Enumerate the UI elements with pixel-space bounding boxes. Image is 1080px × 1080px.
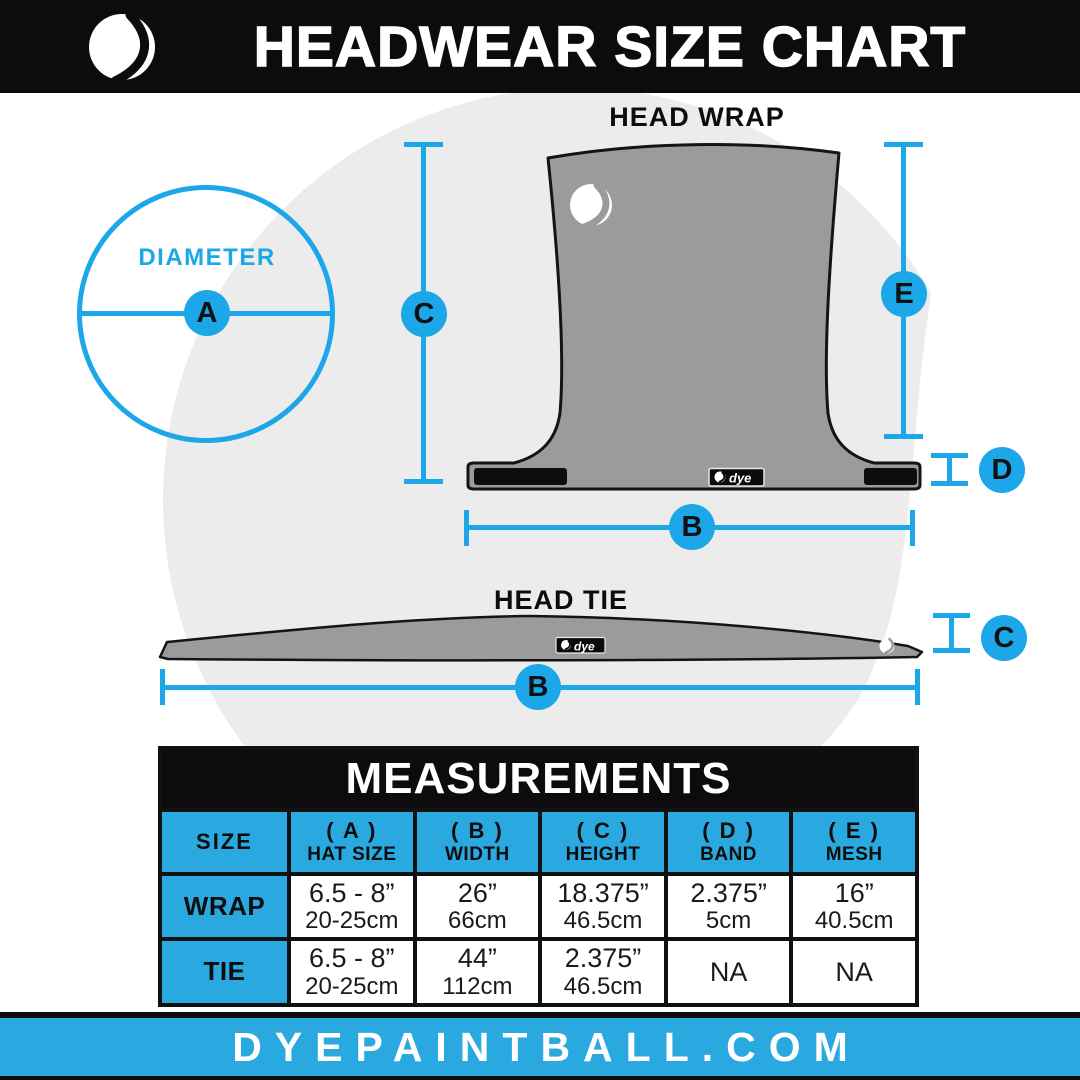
badge-c-wrap: C	[401, 291, 447, 337]
tie-c-line	[949, 616, 954, 650]
badge-b-wrap: B	[669, 504, 715, 550]
dye-wordmark-tie-patch: dye	[574, 640, 595, 654]
row-label-tie: TIE	[162, 941, 287, 1003]
wrap-height-cell: 18.375” 46.5cm	[542, 876, 664, 937]
tie-mesh-cell: NA	[793, 941, 915, 1003]
diameter-circle	[77, 185, 335, 443]
wrap-b-cap-right	[910, 510, 915, 546]
dye-wordmark-tie-end: dye	[80, 640, 107, 656]
diameter-label: DIAMETER	[138, 244, 276, 271]
badge-c-tie: C	[981, 615, 1027, 661]
wrap-mesh-cell: 16” 40.5cm	[793, 876, 915, 937]
badge-a: A	[184, 290, 230, 336]
header-bar: HEADWEAR SIZE CHART	[0, 0, 1080, 93]
head-wrap-illustration: dye	[466, 143, 922, 491]
wrap-hat-size-cell: 6.5 - 8” 20-25cm	[291, 876, 413, 937]
footer-link[interactable]: DYEPAINTBALL.COM	[232, 1023, 861, 1070]
row-label-wrap: WRAP	[162, 876, 287, 937]
dye-wordmark: dye	[729, 471, 751, 486]
velcro-strip-left	[474, 468, 567, 485]
tie-b-cap-right	[915, 669, 920, 705]
column-header-b-width: ( B ) WIDTH	[416, 812, 539, 872]
head-tie-illustration: dye dye	[80, 614, 924, 662]
column-header-size: SIZE	[162, 812, 287, 872]
dye-patch-tie: dye	[555, 636, 606, 654]
tie-width-cell: 44” 112cm	[416, 941, 539, 1003]
footer-blue-bar: DYEPAINTBALL.COM	[0, 1018, 1080, 1076]
footer-bar: DYEPAINTBALL.COM	[0, 1012, 1080, 1080]
wrap-b-cap-left	[464, 510, 469, 546]
tie-hat-size-cell: 6.5 - 8” 20-25cm	[291, 941, 413, 1003]
measurements-table: MEASUREMENTS SIZE ( A ) HAT SIZE ( B ) W…	[158, 746, 919, 1007]
tie-b-cap-left	[160, 669, 165, 705]
wrap-width-cell: 26” 66cm	[416, 876, 539, 937]
column-header-e-mesh: ( E ) MESH	[793, 812, 915, 872]
wrap-band-cell: 2.375” 5cm	[667, 876, 790, 937]
wrap-d-cap-top	[931, 453, 968, 458]
wrap-e-cap-bottom	[884, 434, 923, 439]
column-header-d-band: ( D ) BAND	[667, 812, 790, 872]
column-header-a-hat-size: ( A ) HAT SIZE	[291, 812, 413, 872]
wrap-d-line	[947, 456, 952, 482]
velcro-strip-right	[864, 468, 917, 485]
tie-height-cell: 2.375” 46.5cm	[542, 941, 664, 1003]
tie-c-cap-top	[933, 613, 970, 618]
tie-band-cell: NA	[667, 941, 790, 1003]
wrap-d-cap-bottom	[931, 481, 968, 486]
badge-b-tie: B	[515, 664, 561, 710]
dye-logo-icon	[89, 10, 155, 86]
wrap-e-cap-top	[884, 142, 923, 147]
dye-teardrop-icon	[570, 181, 612, 231]
table-title: MEASUREMENTS	[162, 750, 915, 808]
dye-teardrop-icon-tie	[879, 637, 895, 654]
wrap-c-cap-top	[404, 142, 443, 147]
column-header-c-height: ( C ) HEIGHT	[542, 812, 664, 872]
wrap-c-cap-bottom	[404, 479, 443, 484]
head-tie-title: HEAD TIE	[493, 585, 628, 615]
badge-e: E	[881, 271, 927, 317]
badge-d: D	[979, 447, 1025, 493]
dye-patch: dye	[708, 467, 765, 487]
tie-c-cap-bottom	[933, 648, 970, 653]
head-wrap-title: HEAD WRAP	[609, 102, 785, 132]
page-title: HEADWEAR SIZE CHART	[253, 14, 967, 80]
